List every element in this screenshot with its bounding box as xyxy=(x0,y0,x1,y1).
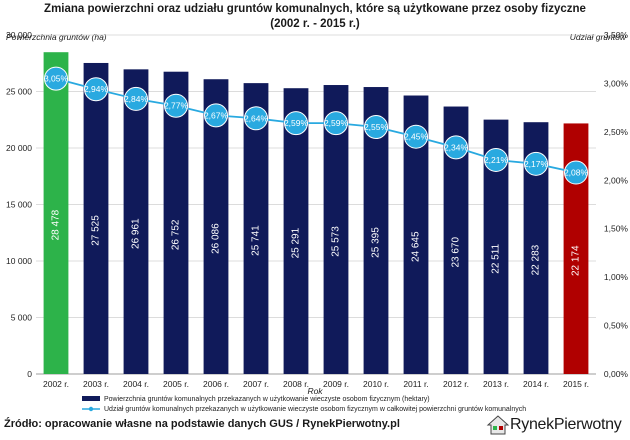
y-tick-left-label: 0 xyxy=(27,369,32,379)
x-axis-ticks: 2002 r. 2003 r. 2004 r. 2005 r. 2006 r. 2007 … xyxy=(43,379,589,389)
y-tick-left-label: 10 000 xyxy=(6,256,32,266)
y-tick-right-label: 1,50% xyxy=(604,224,629,234)
share-point-label: 2,59% xyxy=(324,118,349,128)
share-point xyxy=(524,151,548,176)
bar xyxy=(203,79,229,374)
y-tick-right-label: 0,00% xyxy=(604,369,629,379)
x-tick-label: 2006 r. xyxy=(203,379,229,389)
x-axis-label: Rok xyxy=(307,386,323,396)
y-tick-right-label: 2,00% xyxy=(604,175,629,185)
bar-value-label: 26 752 xyxy=(171,219,182,250)
share-point-label: 2,84% xyxy=(124,94,149,104)
share-point xyxy=(124,86,148,111)
bar-value-label: 28 478 xyxy=(51,209,62,240)
bar-value-label: 24 645 xyxy=(411,231,422,262)
share-point xyxy=(244,106,268,131)
share-point-label: 2,21% xyxy=(484,155,509,165)
bar xyxy=(283,88,309,374)
share-point-label: 2,34% xyxy=(444,142,469,152)
bar-value-label: 25 741 xyxy=(251,225,262,256)
bar xyxy=(43,52,69,374)
house-logo-icon xyxy=(486,415,510,435)
bar xyxy=(163,71,189,375)
x-tick-label: 2002 r. xyxy=(43,379,69,389)
x-tick-label: 2013 r. xyxy=(483,379,509,389)
bar-value-label: 25 573 xyxy=(331,226,342,257)
bar-value-label: 27 525 xyxy=(91,215,102,246)
bar xyxy=(243,83,269,374)
bar-value-label: 23 670 xyxy=(451,237,462,268)
share-point-label: 2,77% xyxy=(164,101,189,111)
y-tick-right-label: 3,00% xyxy=(604,78,629,88)
share-point xyxy=(324,111,348,136)
y-axis-right-ticks: 0,00% 0,50% 1,00% 1,50% 2,00% 2,50% 3,00% 3,50% xyxy=(604,30,629,379)
grid-lines xyxy=(36,34,596,375)
bar-value-label: 26 961 xyxy=(131,218,142,249)
x-tick-label: 2003 r. xyxy=(83,379,109,389)
share-point xyxy=(44,66,68,91)
y-tick-left-label: 20 000 xyxy=(6,143,32,153)
x-tick-label: 2004 r. xyxy=(123,379,149,389)
y-tick-left-label: 5 000 xyxy=(11,313,33,323)
share-point-label: 2,59% xyxy=(284,118,309,128)
logo-text: RynekPierwotny xyxy=(510,416,622,433)
bar xyxy=(123,69,149,374)
x-tick-label: 2009 r. xyxy=(323,379,349,389)
share-point xyxy=(84,77,108,102)
share-point xyxy=(364,115,388,140)
share-point xyxy=(284,111,308,136)
share-point xyxy=(204,103,228,128)
bar xyxy=(83,62,109,374)
legend-swatch-line-marker xyxy=(88,406,94,412)
x-tick-label: 2007 r. xyxy=(243,379,269,389)
brand-logo: RynekPierwotny xyxy=(486,414,626,436)
share-point-label: 3,05% xyxy=(44,74,69,84)
chart-title-line-1: Zmiana powierzchni oraz udziału gruntów … xyxy=(44,3,586,15)
y-tick-right-label: 0,50% xyxy=(604,321,629,331)
x-tick-label: 2008 r. xyxy=(283,379,309,389)
y-tick-left-label: 25 000 xyxy=(6,87,32,97)
share-point-label: 2,55% xyxy=(364,122,389,132)
share-point xyxy=(164,93,188,118)
legend-swatch-bars xyxy=(82,396,100,401)
chart-title-line-2: (2002 r. - 2015 r.) xyxy=(270,18,360,30)
legend: Powierzchnia gruntów komunalnych przekaz… xyxy=(82,396,526,413)
x-tick-label: 2015 r. xyxy=(563,379,589,389)
bar-value-label: 22 283 xyxy=(531,244,542,275)
y-tick-left-label: 30 000 xyxy=(6,30,32,40)
line-series: 3,05% 2,94% 2,84% 2,77% 2,67% 2,64% 2,59% 2,59%… xyxy=(44,66,589,185)
legend-label-bars: Powierzchnia gruntów komunalnych przekaz… xyxy=(104,396,430,403)
y-axis-right-label: Udział gruntów xyxy=(570,32,627,42)
bar-value-label: 22 174 xyxy=(571,245,582,276)
share-point-label: 2,45% xyxy=(404,132,429,142)
x-tick-label: 2010 r. xyxy=(363,379,389,389)
source-note: Źródło: opracowanie własne na podstawie … xyxy=(4,418,400,430)
share-point-label: 2,17% xyxy=(524,159,549,169)
y-axis-left-label: Powierzchnia gruntów (ha) xyxy=(6,32,107,42)
bar-value-label: 22 511 xyxy=(491,243,502,273)
x-tick-label: 2012 r. xyxy=(443,379,469,389)
y-tick-right-label: 2,50% xyxy=(604,127,629,137)
share-point xyxy=(564,160,588,185)
x-tick-label: 2014 r. xyxy=(523,379,549,389)
share-point xyxy=(444,135,468,160)
x-tick-label: 2005 r. xyxy=(163,379,189,389)
x-tick-label: 2011 r. xyxy=(403,379,428,389)
share-point-label: 2,67% xyxy=(204,110,229,120)
share-point-label: 2,94% xyxy=(84,84,109,94)
y-tick-left-label: 15 000 xyxy=(6,200,32,210)
share-point xyxy=(404,124,428,149)
y-tick-right-label: 3,50% xyxy=(604,30,629,40)
bar-value-label: 26 086 xyxy=(211,223,222,254)
share-point xyxy=(484,147,508,172)
share-point-label: 2,08% xyxy=(564,168,589,178)
y-axis-left-ticks: 0 5 000 10 000 15 000 20 000 25 000 30 000 xyxy=(6,30,32,379)
y-tick-right-label: 1,00% xyxy=(604,272,629,282)
share-point-label: 2,64% xyxy=(244,113,269,123)
legend-label-line: Udział gruntów komunalnych przekazanych … xyxy=(104,406,526,413)
bar-value-label: 25 291 xyxy=(291,227,302,258)
bar-value-label: 25 395 xyxy=(371,227,382,258)
